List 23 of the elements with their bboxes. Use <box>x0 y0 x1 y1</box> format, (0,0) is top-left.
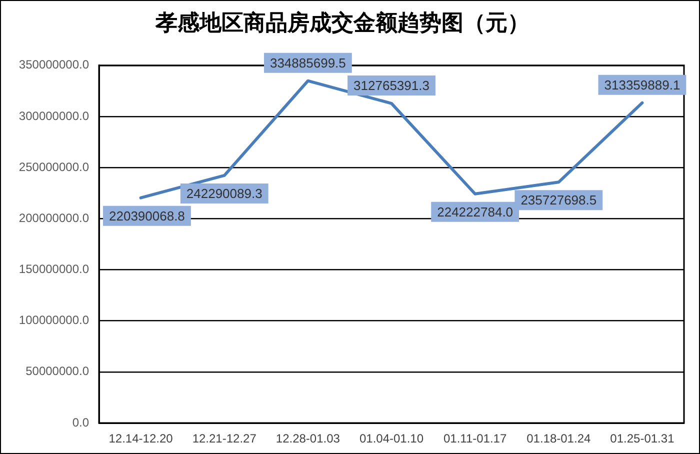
y-tick-label: 100000000.0 <box>18 313 90 328</box>
x-tick-label: 01.04-01.10 <box>359 432 424 446</box>
y-tick-label: 250000000.0 <box>18 160 90 174</box>
data-label: 224222784.0 <box>437 204 514 220</box>
x-tick-label: 12.21-12.27 <box>192 432 257 446</box>
y-tick-label: 0.0 <box>72 415 90 430</box>
data-label: 242290089.3 <box>186 186 262 202</box>
y-tick-label: 300000000.0 <box>18 108 90 123</box>
y-tick-label: 150000000.0 <box>18 262 90 276</box>
data-label: 313359889.1 <box>604 77 680 92</box>
y-tick-label: 50000000.0 <box>26 364 90 378</box>
x-tick-label: 12.28-01.03 <box>276 432 340 446</box>
chart-title: 孝感地区商品房成交金额趋势图（元） <box>154 10 530 35</box>
x-tick-label: 01.25-01.31 <box>610 432 675 446</box>
y-tick-label: 200000000.0 <box>18 210 90 225</box>
y-tick-label: 350000000.0 <box>18 58 90 72</box>
data-label: 312765391.3 <box>354 78 430 94</box>
data-label: 220390068.8 <box>108 208 185 224</box>
data-label: 235727698.5 <box>520 192 597 208</box>
x-tick-label: 01.18-01.24 <box>526 432 591 446</box>
data-label: 334885699.5 <box>270 55 346 70</box>
x-tick-label: 12.14-12.20 <box>108 432 174 446</box>
x-tick-label: 01.11-01.17 <box>443 432 507 446</box>
